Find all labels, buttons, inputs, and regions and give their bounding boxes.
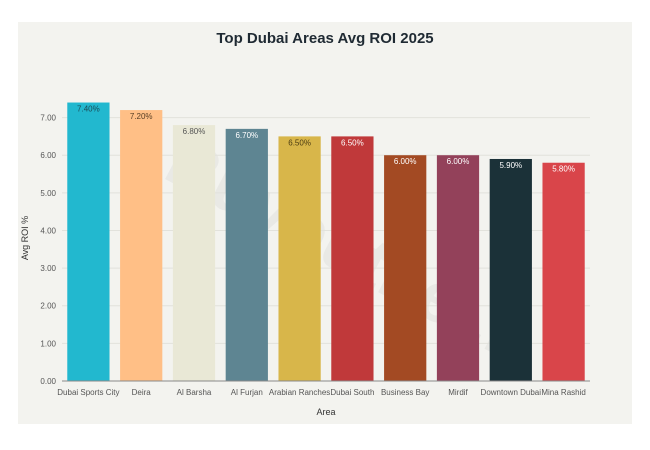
bar bbox=[120, 110, 163, 381]
x-tick-label: Al Barsha bbox=[177, 388, 212, 397]
y-tick-label: 1.00 bbox=[40, 339, 56, 348]
y-tick-label: 7.00 bbox=[40, 114, 56, 123]
data-label: 5.80% bbox=[552, 165, 575, 174]
data-label: 6.80% bbox=[183, 127, 206, 136]
x-tick-label: Downtown Dubai bbox=[481, 388, 542, 397]
x-tick-label: Business Bay bbox=[381, 388, 429, 397]
data-label: 6.00% bbox=[447, 157, 470, 166]
data-label: 7.20% bbox=[130, 112, 153, 121]
y-tick-label: 0.00 bbox=[40, 377, 56, 386]
bars: 7.40% 7.20% 6.80% 6.70% 6.50% 6.50% 6.00% 6.00%… bbox=[67, 102, 585, 382]
chart-title: Top Dubai Areas Avg ROI 2025 bbox=[216, 30, 434, 47]
x-tick-label: Dubai South bbox=[330, 388, 374, 397]
bar bbox=[225, 128, 268, 381]
data-label: 6.50% bbox=[341, 138, 364, 147]
x-tick-label: Mina Rashid bbox=[541, 388, 585, 397]
bar bbox=[172, 125, 216, 382]
y-tick-label: 5.00 bbox=[40, 189, 56, 198]
data-label: 6.00% bbox=[394, 157, 417, 166]
bar bbox=[489, 158, 532, 381]
x-tick-label: Dubai Sports City bbox=[57, 388, 119, 397]
x-axis-ticks: Dubai Sports City Deira Al Barsha Al Furjan… bbox=[57, 388, 586, 397]
y-tick-label: 4.00 bbox=[40, 226, 56, 235]
x-tick-label: Arabian Ranches bbox=[269, 388, 330, 397]
y-axis-ticks: 0.00 1.00 2.00 3.00 4.00 5.00 6.00 7.00 bbox=[40, 114, 56, 386]
bar bbox=[67, 102, 110, 382]
data-label: 5.90% bbox=[499, 161, 522, 170]
bar bbox=[436, 155, 480, 381]
data-label: 7.40% bbox=[77, 105, 100, 114]
x-axis-label: Area bbox=[316, 407, 335, 417]
x-tick-label: Deira bbox=[132, 388, 152, 397]
bar bbox=[278, 136, 321, 381]
y-tick-label: 2.00 bbox=[40, 302, 56, 311]
y-tick-label: 3.00 bbox=[40, 264, 56, 273]
bar bbox=[331, 136, 374, 381]
x-tick-label: Al Furjan bbox=[231, 388, 263, 397]
data-label: 6.50% bbox=[288, 138, 311, 147]
y-tick-label: 6.00 bbox=[40, 151, 56, 160]
bar bbox=[542, 162, 585, 381]
bar bbox=[384, 155, 427, 381]
x-tick-label: Mirdif bbox=[448, 388, 468, 397]
y-axis-label: Avg ROI % bbox=[20, 216, 30, 260]
data-label: 6.70% bbox=[235, 131, 258, 140]
